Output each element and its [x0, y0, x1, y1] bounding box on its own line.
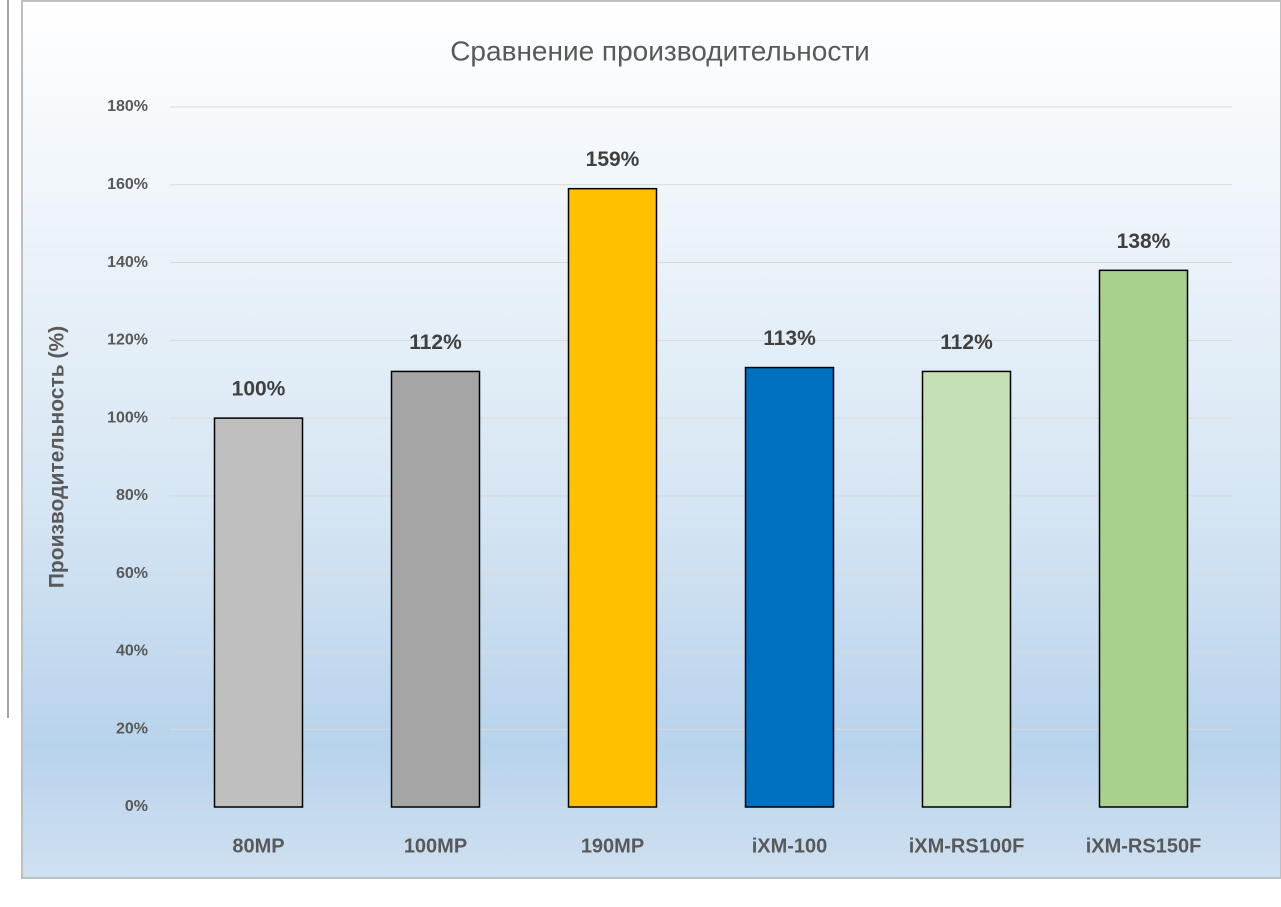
bar	[390, 370, 481, 808]
y-tick-label: 100%	[107, 409, 148, 426]
x-tick-label: 80MP	[232, 835, 284, 857]
data-label: 138%	[1117, 230, 1171, 253]
x-tick-label: iXM-100	[752, 835, 828, 857]
chart-title: Сравнение производительности	[450, 35, 870, 66]
x-tick-label: iXM-RS100F	[909, 835, 1025, 857]
bar	[1098, 269, 1189, 808]
x-tick-label: 100MP	[404, 835, 467, 857]
y-tick-label: 0%	[125, 798, 148, 815]
y-tick-label: 40%	[116, 643, 148, 660]
data-label: 159%	[586, 148, 640, 171]
y-tick-label: 20%	[116, 720, 148, 737]
x-tick-label: 190MP	[581, 835, 644, 857]
x-tick-label: iXM-RS150F	[1086, 835, 1202, 857]
y-tick-label: 140%	[107, 254, 148, 271]
data-label: 112%	[409, 331, 462, 354]
data-label: 100%	[232, 378, 286, 401]
data-label: 113%	[763, 327, 816, 350]
y-tick-label: 80%	[116, 487, 148, 504]
bar	[744, 366, 835, 808]
y-tick-label: 180%	[107, 98, 148, 115]
bar	[921, 370, 1012, 808]
y-tick-label: 60%	[116, 565, 148, 582]
y-tick-label: 120%	[107, 332, 148, 349]
bar	[567, 187, 658, 808]
y-axis-label: Производительность (%)	[46, 326, 69, 588]
bar	[213, 417, 304, 808]
data-label: 112%	[940, 331, 993, 354]
y-tick-label: 160%	[107, 176, 148, 193]
